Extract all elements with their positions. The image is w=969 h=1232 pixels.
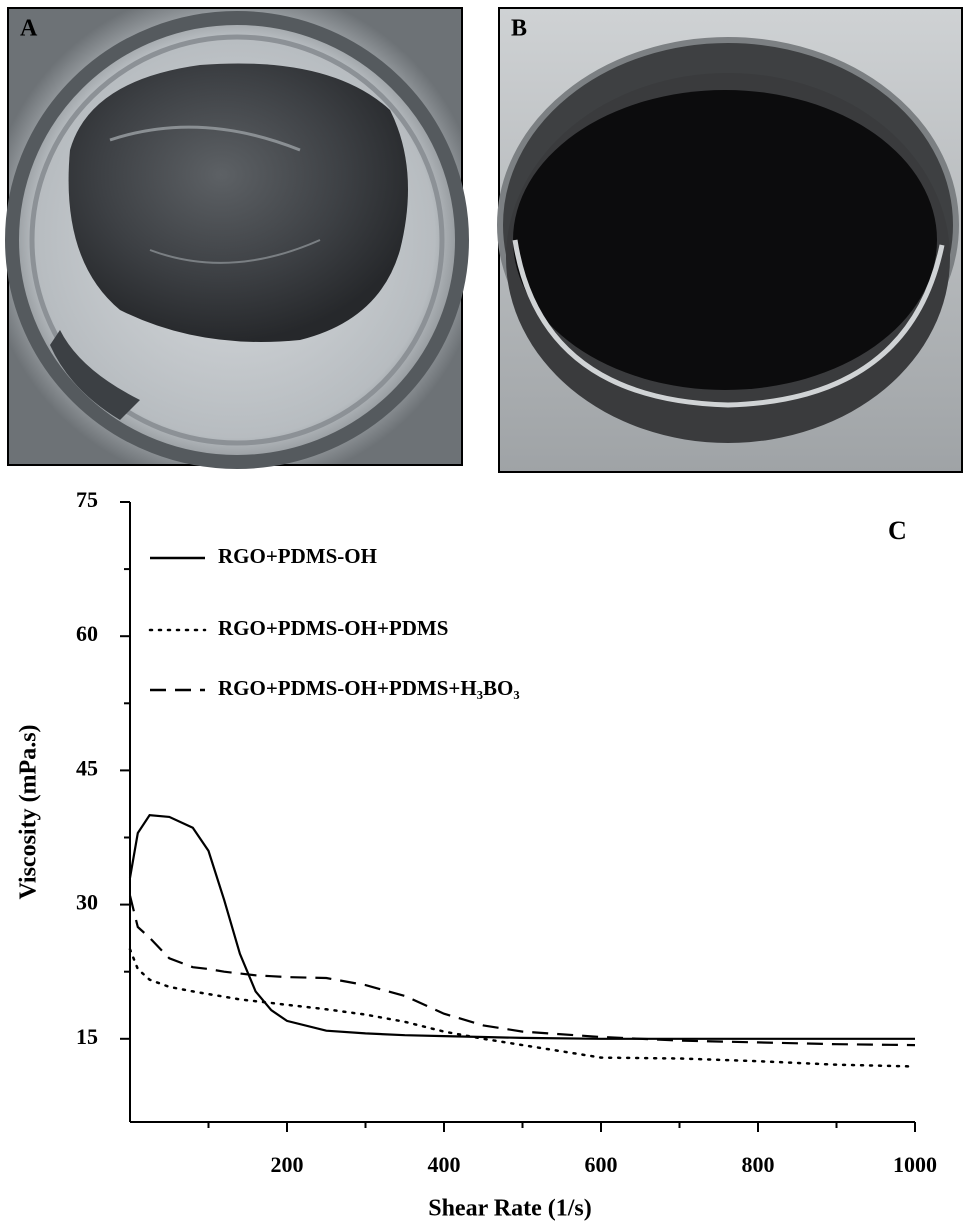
photo-a: A xyxy=(5,7,469,469)
chart: C Shear Rate (1/s) Viscosity (mPa.s) xyxy=(16,516,907,1222)
y-tick-label: 45 xyxy=(76,755,98,780)
x-tick-label: 1000 xyxy=(893,1152,937,1177)
panel-label: B xyxy=(511,16,527,42)
x-tick-label: 600 xyxy=(585,1152,618,1177)
y-tick-label: 30 xyxy=(76,890,98,915)
y-axis-label: Viscosity (mPa.s) xyxy=(16,724,42,899)
x-tick-label: 400 xyxy=(428,1152,461,1177)
legend-label: RGO+PDMS-OH+PDMS+H₃BO₃ xyxy=(218,676,520,700)
y-tick-label: 60 xyxy=(76,621,98,646)
legend-label: RGO+PDMS-OH xyxy=(218,544,377,568)
annotation: C xyxy=(888,516,907,545)
x-tick-label: 200 xyxy=(271,1152,304,1177)
x-tick-label: 800 xyxy=(742,1152,775,1177)
y-tick-label: 15 xyxy=(76,1024,98,1049)
legend-label: RGO+PDMS-OH+PDMS xyxy=(218,616,448,640)
y-tick-label: 75 xyxy=(76,487,98,512)
photo-b: B xyxy=(497,7,963,473)
x-axis-label: Shear Rate (1/s) xyxy=(428,1196,592,1222)
line-series xyxy=(128,948,917,1068)
line-series xyxy=(128,895,916,1047)
panel-label: A xyxy=(20,16,38,42)
line-series xyxy=(128,813,915,1040)
